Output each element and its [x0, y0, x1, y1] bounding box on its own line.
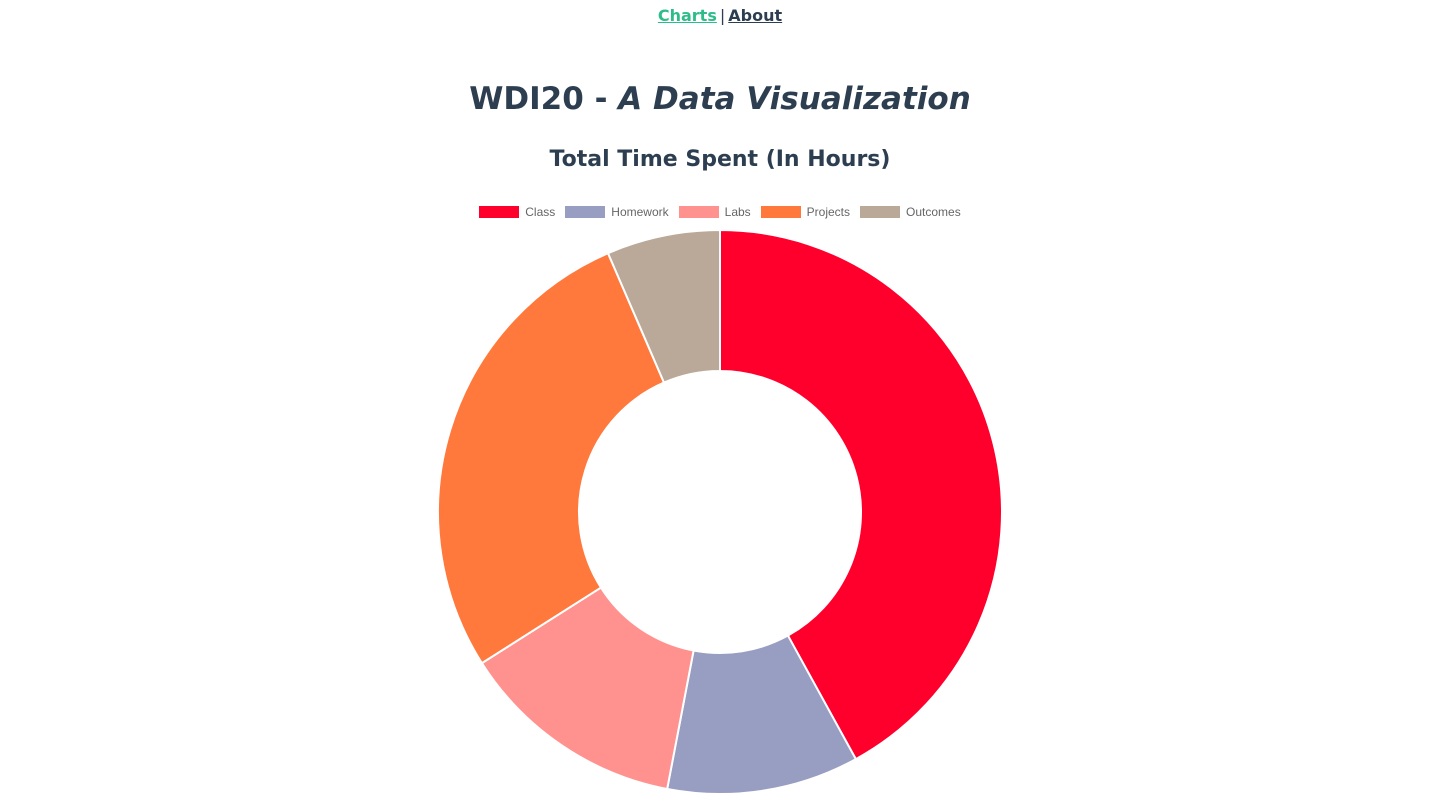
- legend-swatch: [565, 206, 606, 218]
- legend-label: Homework: [611, 205, 669, 219]
- legend-item-labs[interactable]: Labs: [678, 205, 751, 219]
- chart-legend: Class Homework Labs Projects Outcomes: [0, 205, 1440, 219]
- legend-label: Outcomes: [906, 205, 961, 219]
- legend-item-homework[interactable]: Homework: [565, 205, 669, 219]
- legend-item-projects[interactable]: Projects: [760, 205, 851, 219]
- page-title-italic: A Data Visualization: [618, 81, 971, 117]
- legend-label: Class: [525, 205, 556, 219]
- legend-swatch: [760, 206, 801, 218]
- slice-labs[interactable]: [480, 586, 695, 791]
- legend-swatch: [678, 206, 719, 218]
- page-title-plain: WDI20 -: [469, 81, 619, 117]
- slice-outcomes[interactable]: [606, 228, 721, 384]
- nav-link-about[interactable]: About: [728, 6, 783, 25]
- slice-class[interactable]: [719, 228, 1003, 761]
- legend-swatch: [479, 206, 520, 218]
- legend-item-outcomes[interactable]: Outcomes: [860, 205, 961, 219]
- legend-label: Projects: [806, 205, 851, 219]
- top-nav: Charts | About: [0, 4, 1440, 28]
- legend-item-class[interactable]: Class: [479, 205, 555, 219]
- slice-projects[interactable]: [437, 251, 666, 665]
- legend-label: Labs: [724, 205, 751, 219]
- legend-swatch: [860, 206, 901, 218]
- page-title: WDI20 - A Data Visualization: [0, 78, 1440, 120]
- nav-separator: |: [719, 6, 726, 25]
- chart-title: Total Time Spent (In Hours): [549, 147, 891, 172]
- nav-link-charts[interactable]: Charts: [657, 6, 717, 25]
